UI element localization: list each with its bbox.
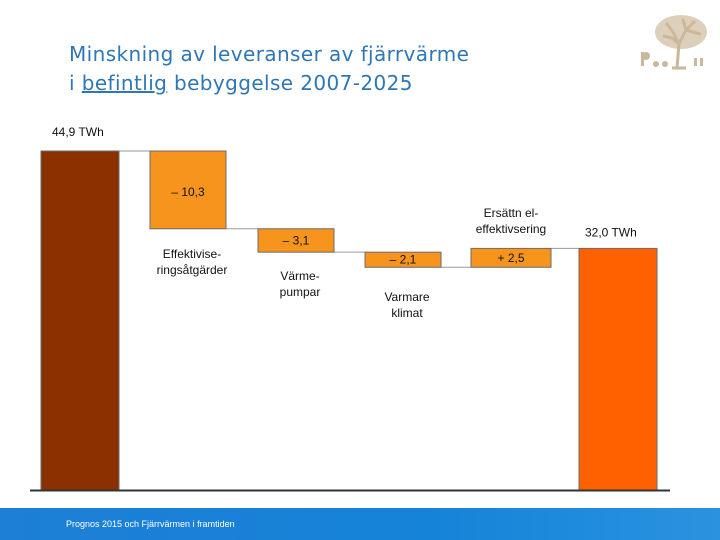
footer-source: Prognos 2015 och Fjärrvärmen i framtiden <box>66 519 235 529</box>
bar-3 <box>364 251 442 268</box>
bar-4 <box>470 247 552 268</box>
bar-2 <box>257 228 335 253</box>
bar-group <box>40 150 658 491</box>
value-label-1: – 10,3 <box>171 185 205 199</box>
category-label-2: Värme-pumpar <box>280 269 321 299</box>
bar-0 <box>40 150 120 491</box>
title-line-1: Minskning av leveranser av fjärrvärme <box>69 42 470 66</box>
value-label-2: – 3,1 <box>283 233 310 247</box>
bar-1 <box>149 150 227 230</box>
title-line-2-suffix: bebyggelse 2007-2025 <box>167 71 413 95</box>
title-line-2-underlined: befintlig <box>81 71 168 95</box>
title-line-2-prefix: i <box>69 71 82 95</box>
label-group: 44,9 TWh – 10,3 Effektivise-ringsåtgärder –… <box>52 125 637 320</box>
footer-band <box>0 508 720 540</box>
connector-lines <box>119 150 579 268</box>
category-label-1: Effektivise-ringsåtgärder <box>157 247 228 277</box>
bar-5 <box>578 247 658 491</box>
value-label-5: 32,0 TWh <box>585 225 637 239</box>
tree-logo-icon <box>641 15 707 70</box>
category-label-4: Ersättn el-effektivsering <box>476 206 546 236</box>
slide-title: Minskning av leveranser av fjärrvärme i … <box>69 40 609 98</box>
value-label-3: – 2,1 <box>390 253 417 267</box>
value-label-0: 44,9 TWh <box>52 125 104 139</box>
waterfall-chart: 44,9 TWh – 10,3 Effektivise-ringsåtgärder –… <box>30 125 670 492</box>
value-label-4: + 2,5 <box>497 251 524 265</box>
category-label-3: Varmare klimat <box>384 290 429 320</box>
